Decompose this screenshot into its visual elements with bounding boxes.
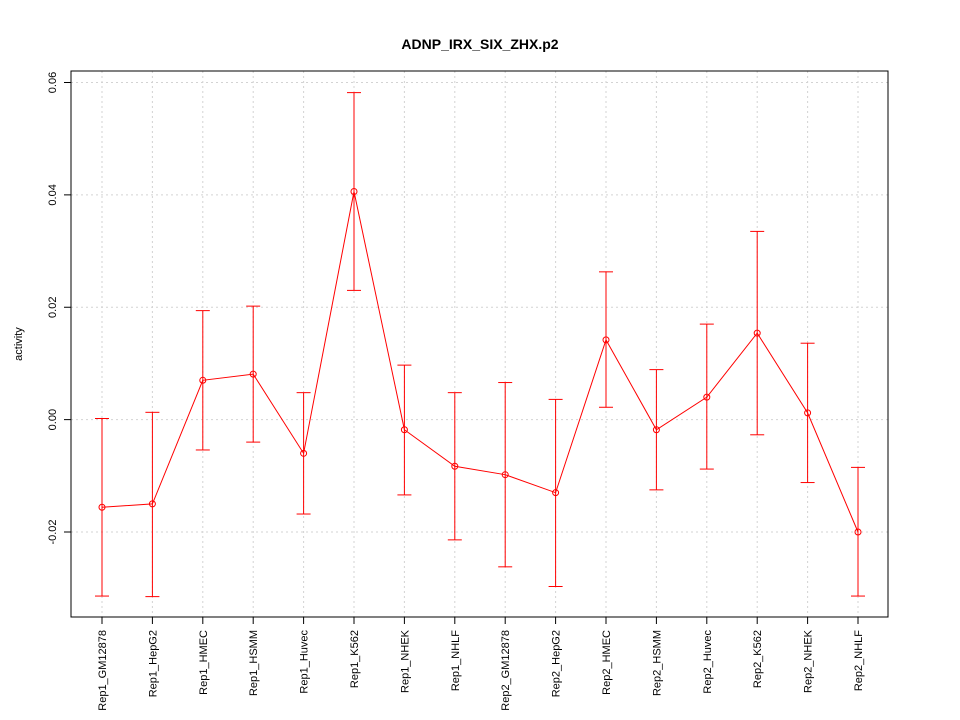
x-tick-label: Rep1_HepG2 xyxy=(147,630,159,697)
x-tick-label: Rep2_NHLF xyxy=(853,630,865,691)
data-point xyxy=(552,489,560,497)
data-point xyxy=(652,426,660,434)
data-point xyxy=(350,188,358,196)
y-tick-label: 0.04 xyxy=(47,184,59,205)
x-tick-label: Rep1_GM12878 xyxy=(97,630,109,711)
x-tick-label: Rep2_Huvec xyxy=(702,630,714,694)
x-tick-label: Rep2_NHEK xyxy=(803,629,815,693)
x-tick-label: Rep1_K562 xyxy=(349,630,361,688)
y-axis: -0.02 0.00 0.02 0.04 0.06 xyxy=(47,72,71,545)
chart-title: ADNP_IRX_SIX_ZHX.p2 xyxy=(401,36,558,52)
plot-frame xyxy=(70,70,889,618)
data-point xyxy=(300,449,308,457)
y-tick-label: -0.02 xyxy=(47,519,59,544)
data-point xyxy=(501,471,509,479)
data-point xyxy=(148,500,156,508)
data-point xyxy=(753,329,761,337)
data-point xyxy=(199,376,207,384)
data-point xyxy=(602,336,610,344)
data-point xyxy=(804,409,812,417)
data-points xyxy=(98,188,862,536)
grid xyxy=(71,71,888,617)
x-axis: Rep1_GM12878 Rep1_HepG2 Rep1_HMEC Rep1_HSMM… xyxy=(97,617,865,711)
data-point xyxy=(451,462,459,470)
x-tick-label: Rep2_HSMM xyxy=(651,630,663,696)
y-tick-label: 0.00 xyxy=(47,409,59,430)
x-tick-label: Rep2_GM12878 xyxy=(500,630,512,711)
x-tick-label: Rep1_HSMM xyxy=(248,630,260,696)
x-tick-label: Rep1_NHLF xyxy=(450,630,462,691)
data-point xyxy=(98,503,106,511)
y-tick-label: 0.02 xyxy=(47,297,59,318)
y-tick-label: 0.06 xyxy=(47,72,59,93)
error-bars xyxy=(95,92,865,598)
x-tick-label: Rep1_NHEK xyxy=(399,629,411,693)
x-tick-label: Rep1_Huvec xyxy=(299,630,311,694)
data-point xyxy=(854,528,862,536)
data-point xyxy=(249,370,257,378)
series-line xyxy=(101,191,859,533)
data-point xyxy=(703,393,711,401)
x-tick-label: Rep2_K562 xyxy=(752,630,764,688)
x-tick-label: Rep2_HepG2 xyxy=(551,630,563,697)
x-tick-label: Rep1_HMEC xyxy=(198,630,210,695)
x-tick-label: Rep2_HMEC xyxy=(601,630,613,695)
data-point xyxy=(400,426,408,434)
y-axis-label: activity xyxy=(13,327,25,361)
